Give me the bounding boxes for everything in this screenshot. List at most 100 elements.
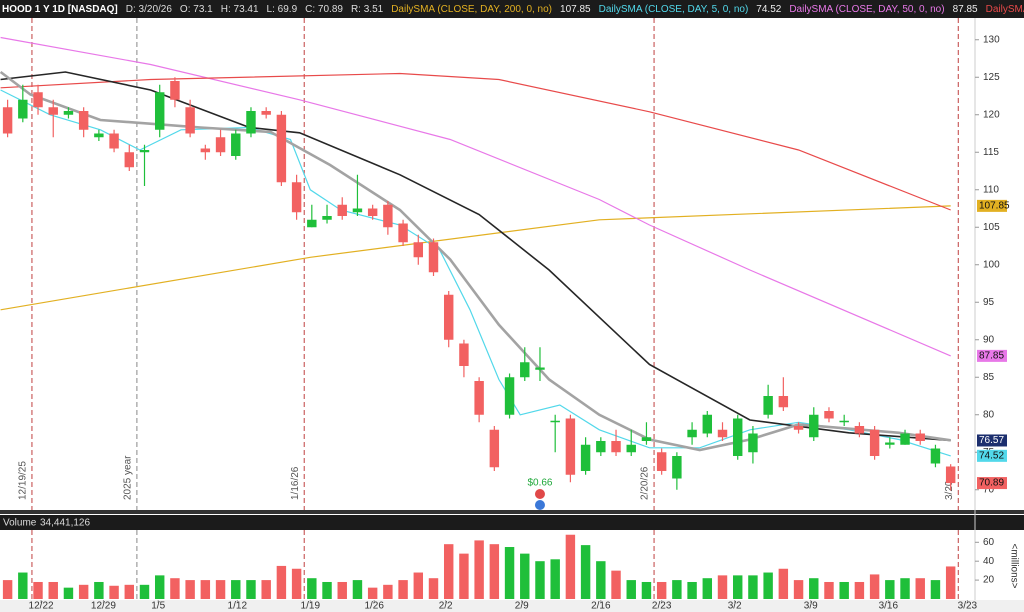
candle-body <box>580 444 591 471</box>
candle-body <box>489 429 500 468</box>
volume-bar <box>763 572 773 599</box>
candle-body <box>596 441 606 453</box>
price-tag-bg <box>977 434 1007 447</box>
event-label: 1/16/26 <box>290 466 301 500</box>
event-label: 12/19/25 <box>18 461 29 500</box>
candle-body <box>717 429 728 438</box>
y-tick-label: 125 <box>983 72 1000 83</box>
candle-body <box>520 362 530 378</box>
candle-body <box>231 133 241 156</box>
volume-bar <box>231 580 241 599</box>
volume-bar <box>322 581 332 599</box>
candle-body <box>154 92 165 130</box>
dividend-label: $0.66 <box>527 478 552 489</box>
price-tag-bg <box>977 349 1007 362</box>
volume-bar <box>611 570 621 599</box>
close-tag: 70.89 <box>979 478 1004 489</box>
price-tag: 107.85 <box>979 201 1010 212</box>
x-tick-label: 12/22 <box>29 601 54 612</box>
volume-bar <box>2 580 13 599</box>
candle-body <box>443 294 454 340</box>
volume-bar <box>139 584 150 599</box>
volume-bar <box>185 580 195 599</box>
header-stat: D: 3/20/26 <box>125 3 172 15</box>
candle-body <box>611 441 621 453</box>
legend-entry: DailySMA (CLOSE, DAY, 100, 0,... <box>985 3 1024 15</box>
sma-line <box>0 70 951 452</box>
x-tick-label: 3/9 <box>804 601 818 612</box>
candle-body <box>139 150 150 153</box>
volume-bar <box>535 561 545 599</box>
symbol: HOOD 1 Y 1D [NASDAQ] <box>2 3 118 15</box>
candle-body <box>656 452 667 471</box>
volume-bar <box>930 580 941 599</box>
price-tag: 76.57 <box>979 435 1004 446</box>
x-tick-label: 1/12 <box>228 601 248 612</box>
candle-body <box>793 426 804 430</box>
volume-bar <box>793 580 804 599</box>
price-tag: 87.85 <box>979 351 1004 362</box>
candle-body <box>413 242 424 258</box>
candle-body <box>945 466 956 484</box>
volume-bar <box>246 580 256 599</box>
volume-bar <box>215 580 226 599</box>
candle-body <box>170 81 180 100</box>
x-tick-label: 1/19 <box>301 601 321 612</box>
volume-bar <box>78 584 89 599</box>
volume-bar <box>778 568 789 599</box>
candle-body <box>854 426 865 434</box>
volume-y-tick-label: 20 <box>983 575 995 586</box>
volume-bar <box>459 553 469 599</box>
volume-bar <box>915 578 925 599</box>
header-stat: C: 70.89 <box>305 3 343 15</box>
legend-value: 107.85 <box>560 3 591 15</box>
separator <box>0 510 1024 514</box>
volume-bar <box>900 578 910 599</box>
volume-bar <box>443 544 454 599</box>
volume-title: Volume <box>3 518 37 529</box>
volume-bar <box>550 559 560 599</box>
volume-bar <box>367 587 378 599</box>
volume-bar <box>672 580 682 599</box>
candle-body <box>33 92 43 108</box>
volume-bar <box>63 587 74 599</box>
volume-bar <box>383 584 393 599</box>
candle-body <box>2 107 13 134</box>
volume-bar <box>154 575 165 599</box>
y-tick-label: 95 <box>983 297 995 308</box>
candle-body <box>63 111 74 115</box>
volume-bar <box>885 580 895 599</box>
y-tick-label: 85 <box>983 372 995 383</box>
y-tick-label: 115 <box>983 147 999 158</box>
candle-body <box>94 133 104 138</box>
candle-body <box>383 204 393 228</box>
volume-bar <box>307 578 317 599</box>
legend-entry: DailySMA (CLOSE, DAY, 200, 0, no) <box>391 3 553 15</box>
candle-body <box>732 418 743 456</box>
candle-body <box>215 137 226 153</box>
candle-body <box>535 367 545 370</box>
candle-body <box>869 429 880 456</box>
volume-bar <box>626 580 636 599</box>
candle-body <box>246 111 256 134</box>
candle-body <box>18 99 28 119</box>
candle-body <box>322 216 332 220</box>
volume-bar <box>656 581 667 599</box>
header-stat: H: 73.41 <box>220 3 259 15</box>
volume-bar <box>945 566 956 599</box>
candle-body <box>900 433 910 445</box>
volume-bar <box>504 547 515 599</box>
volume-bar <box>809 578 819 599</box>
candle-body <box>337 204 347 216</box>
legend-entry: DailySMA (CLOSE, DAY, 5, 0, no) <box>598 3 749 15</box>
price-tag-bg <box>977 449 1007 462</box>
volume-bar <box>869 574 880 599</box>
candle-body <box>687 429 697 438</box>
y-tick-label: 105 <box>983 222 1000 233</box>
volume-bar <box>170 578 180 599</box>
volume-bar <box>824 581 834 599</box>
volume-y-tick-label: 60 <box>983 537 995 548</box>
volume-bar <box>702 578 713 599</box>
event-label: 2025 year <box>123 455 134 500</box>
